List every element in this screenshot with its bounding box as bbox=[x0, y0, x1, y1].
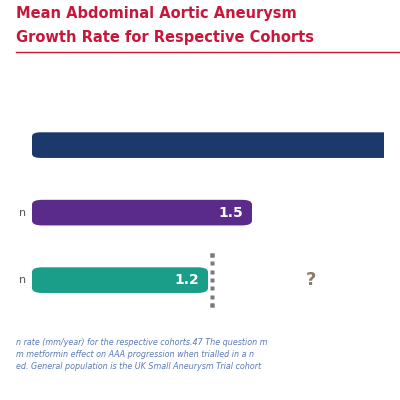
Text: n: n bbox=[19, 208, 26, 218]
FancyBboxPatch shape bbox=[32, 267, 208, 293]
FancyBboxPatch shape bbox=[32, 200, 252, 226]
Text: Growth Rate for Respective Cohorts: Growth Rate for Respective Cohorts bbox=[16, 30, 314, 45]
Text: 1.5: 1.5 bbox=[218, 206, 243, 220]
Text: Mean Abdominal Aortic Aneurysm: Mean Abdominal Aortic Aneurysm bbox=[16, 6, 297, 21]
Text: 1.2: 1.2 bbox=[174, 273, 199, 287]
Text: ?: ? bbox=[306, 271, 316, 289]
FancyBboxPatch shape bbox=[32, 132, 399, 158]
Text: n rate (mm/year) for the respective cohorts.47 The question m
m metformin effect: n rate (mm/year) for the respective coho… bbox=[16, 338, 268, 370]
Text: n: n bbox=[19, 275, 26, 285]
